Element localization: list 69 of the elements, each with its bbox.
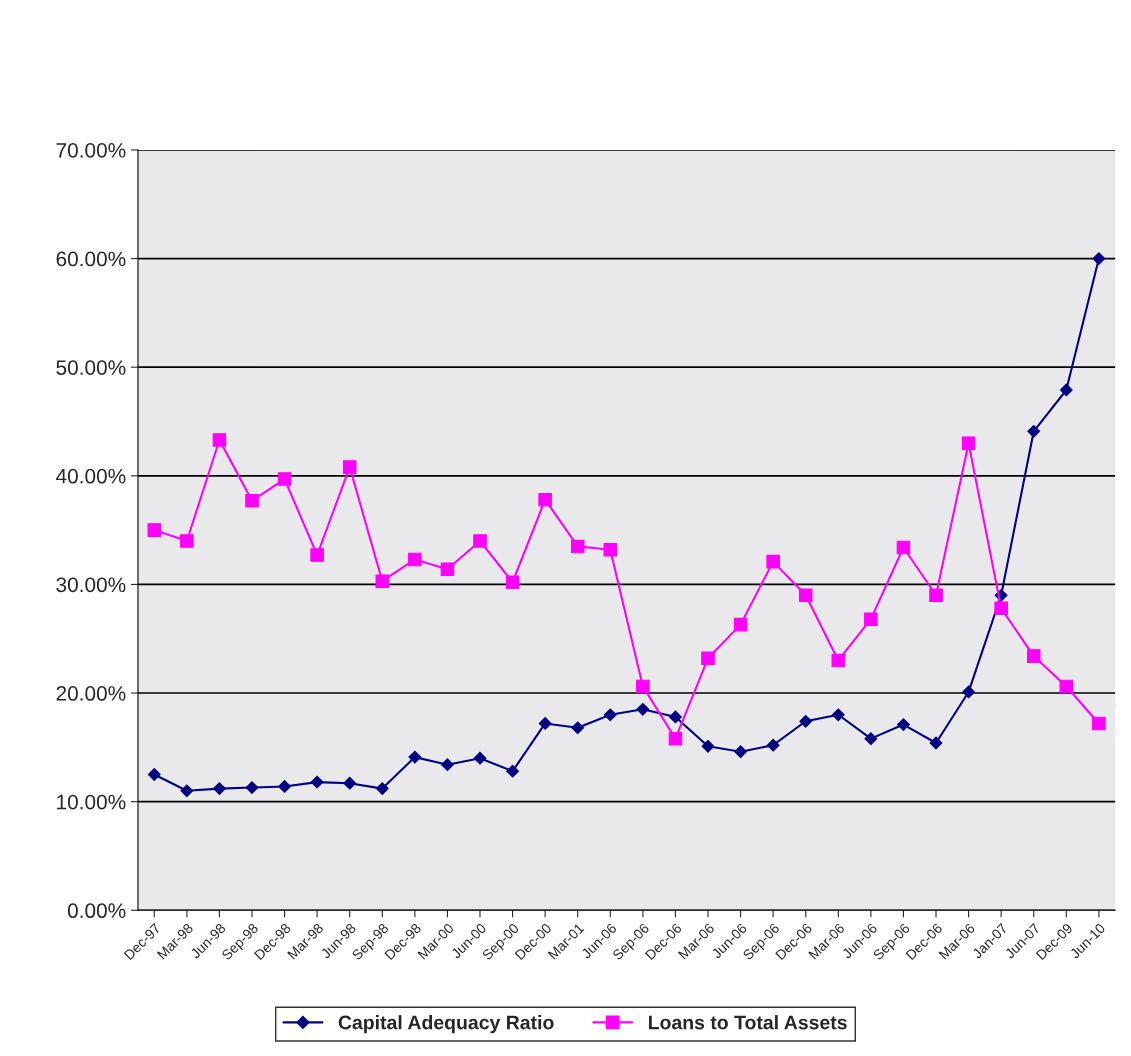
point — [603, 542, 618, 557]
y-tick-label: 50.00% — [56, 360, 126, 375]
point — [962, 685, 975, 699]
point — [408, 552, 422, 567]
point — [408, 750, 422, 764]
point — [668, 731, 683, 746]
y-tick-label: 10.00% — [57, 794, 126, 810]
point — [375, 782, 389, 796]
point — [440, 562, 455, 576]
y-tick-label: 30.00% — [56, 577, 126, 593]
point — [538, 492, 552, 507]
point — [310, 548, 324, 562]
point — [505, 575, 520, 590]
point — [798, 588, 813, 603]
point — [342, 460, 357, 474]
point — [864, 612, 878, 626]
point — [766, 554, 780, 569]
legend-label: Loans to Total Assets — [648, 1015, 847, 1030]
point — [147, 768, 161, 781]
point — [603, 708, 617, 722]
y-tick-label: 20.00% — [56, 686, 126, 701]
point — [734, 745, 747, 759]
point — [212, 433, 227, 447]
point — [375, 574, 390, 588]
point — [701, 651, 715, 666]
point — [343, 776, 357, 790]
point — [441, 758, 454, 772]
y-tick-label: 40.00% — [56, 468, 126, 484]
point — [929, 588, 943, 603]
point — [636, 702, 650, 716]
point — [669, 710, 682, 724]
point — [538, 717, 552, 730]
point — [245, 494, 259, 508]
point — [1027, 424, 1041, 438]
point — [147, 523, 162, 537]
point — [1092, 716, 1106, 731]
y-tick-label: 0.00% — [67, 903, 126, 919]
point — [277, 472, 292, 486]
point — [733, 617, 748, 632]
point — [701, 739, 715, 753]
point — [245, 781, 259, 794]
point — [570, 539, 585, 554]
point — [831, 708, 845, 722]
point — [1059, 383, 1073, 397]
legend-label: Capital Adequacy Ratio — [338, 1015, 554, 1034]
point — [961, 436, 976, 450]
point — [994, 601, 1008, 616]
point — [896, 540, 911, 555]
point — [1026, 649, 1041, 663]
point — [799, 714, 813, 728]
point — [473, 751, 487, 765]
point — [897, 718, 910, 731]
point — [180, 534, 194, 548]
point — [571, 721, 585, 735]
point — [766, 738, 780, 752]
point — [506, 764, 519, 778]
point — [831, 653, 846, 668]
point — [310, 775, 324, 789]
point — [1092, 252, 1106, 265]
y-tick-label: 60.00% — [56, 251, 126, 267]
point — [929, 736, 943, 750]
y-tick-label: 70.00% — [56, 142, 126, 158]
point — [636, 679, 650, 694]
point — [864, 732, 878, 746]
point — [1059, 679, 1074, 694]
point — [180, 784, 194, 798]
point — [278, 780, 291, 793]
point — [473, 534, 487, 548]
point — [213, 782, 226, 796]
